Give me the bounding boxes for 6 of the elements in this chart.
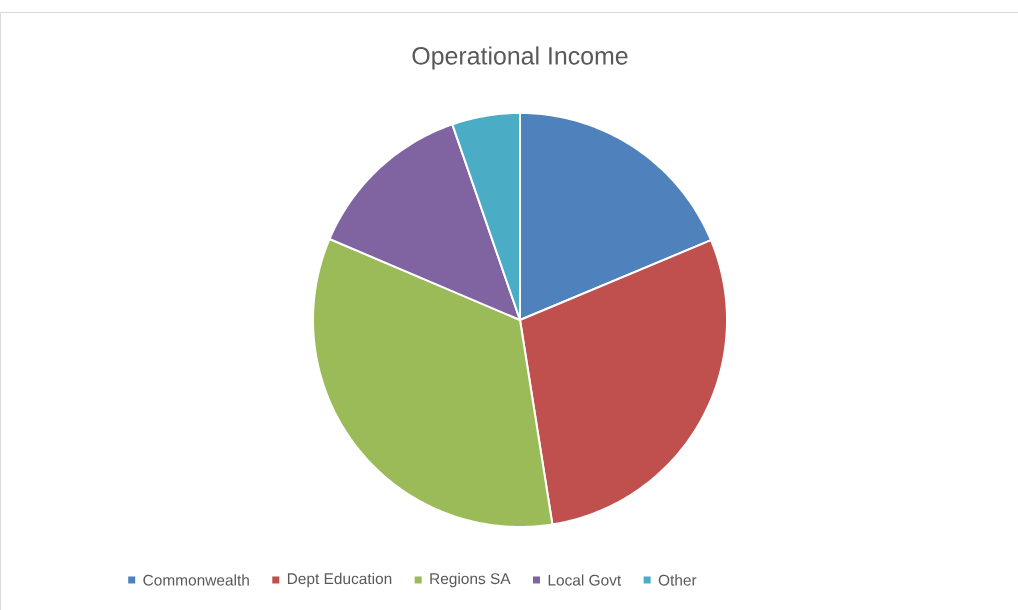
legend-label: Other xyxy=(658,574,697,586)
legend-label: Local Govt xyxy=(548,574,622,586)
legend-label: Dept Education xyxy=(287,572,392,588)
chart-title: Operational Income xyxy=(412,46,628,70)
legend-label: Regions SA xyxy=(430,572,511,588)
legend-label: Commonwealth xyxy=(143,574,249,586)
